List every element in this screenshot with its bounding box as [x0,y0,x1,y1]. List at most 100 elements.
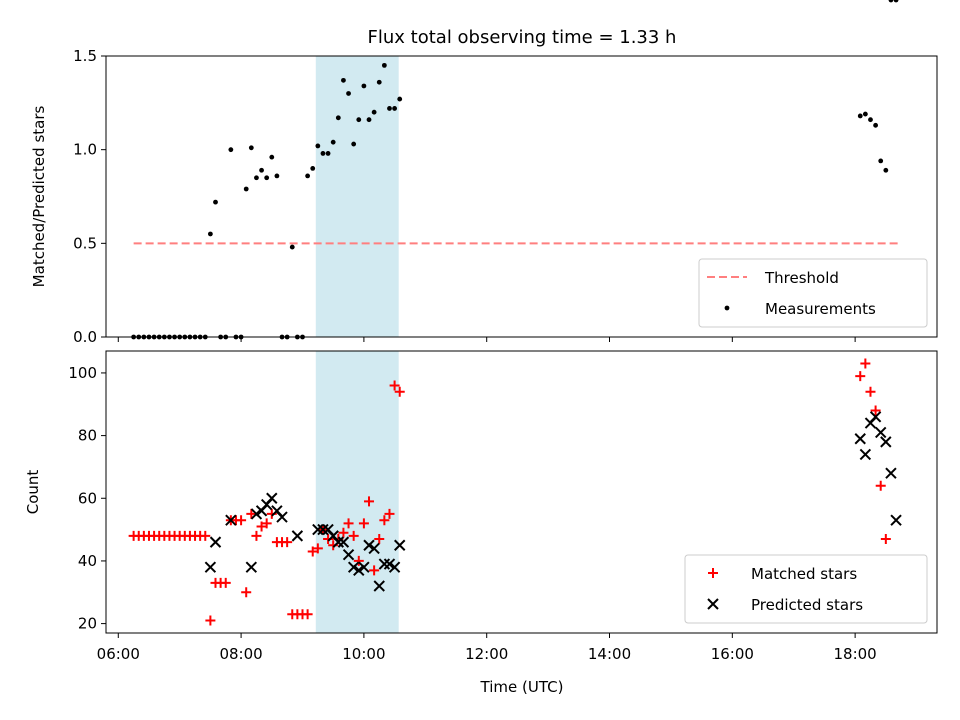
x-tick-label: 08:00 [219,645,262,663]
predicted-star-point [353,564,365,577]
chart-title: Flux total observing time = 1.33 h [368,27,677,48]
measurement-point [376,79,382,85]
legend-label: Threshold [764,269,839,287]
matched-star-point [860,358,871,369]
x-tick-label: 14:00 [588,645,631,663]
measurement-point [310,166,316,171]
x-tick-label: 12:00 [465,645,508,663]
predicted-star-point [859,448,872,461]
predicted-star-point [312,523,324,536]
observing-span [315,56,399,337]
matched-star-point [205,615,216,626]
x-tick-label: 10:00 [342,645,385,663]
legend-predicted-swatch [707,598,719,610]
legend-label: Predicted stars [751,596,863,614]
matched-star-point [384,508,395,519]
measurement-point [315,143,321,149]
y-tick-label: 60 [78,489,97,507]
measurement-point [248,145,254,151]
measurement-point [366,117,372,123]
measurement-point [289,244,295,250]
y-tick-label: 0.0 [73,328,97,346]
axes-frame [105,350,938,634]
matched-star-point [389,380,400,391]
measurement-point [888,0,894,3]
measurement-point [341,77,346,83]
x-tick-label: 06:00 [97,645,140,663]
measurement-point [893,0,899,3]
predicted-star-point [875,426,887,439]
predicted-star-point [388,561,401,573]
predicted-star-point [250,508,263,520]
matched-star-point [282,537,293,548]
legend-box [698,258,928,328]
predicted-star-point [245,561,258,573]
predicted-star-point [204,561,217,573]
matched-star-point [246,508,257,519]
predicted-star-point [885,467,897,479]
axes-frame [105,55,938,338]
predicted-star-point [347,561,360,573]
matched-star-point [343,518,354,529]
measurement-point [387,106,392,111]
measurement-point [228,147,234,153]
y-tick-label: 0.5 [73,234,97,252]
predicted-star-point [368,542,380,555]
matched-star-point [220,577,231,588]
predicted-star-point [291,530,304,542]
predicted-star-point [266,492,278,504]
y-tick-label: 80 [78,427,97,445]
matched-star-point [338,527,349,538]
measurement-point [351,141,357,147]
legend: Matched stars Predicted stars [684,554,928,624]
predicted-star-point [854,433,866,445]
measurement-point [254,175,259,181]
legend-matched-swatch [708,568,718,578]
observing-span [315,351,399,633]
predicted-star-point [383,558,396,570]
legend-label: Measurements [765,300,876,318]
matched-star-point [358,518,369,529]
bottom-panel: 20 40 60 80 100 Count Matched stars Predicted s… [24,350,938,638]
matched-star-point [374,534,385,544]
predicted-star-point [880,436,892,448]
predicted-star-point [332,536,345,548]
measurement-point [883,167,889,173]
measurement-point [269,154,275,160]
matched-star-point [312,543,323,554]
matched-star-point [251,530,262,541]
y-axis-label: Count [24,470,42,515]
top-panel: 0.0 0.5 1.0 1.5 Matched/Predicted stars Thres… [30,0,938,346]
measurement-point [213,199,218,205]
measurement-point [356,117,362,123]
predicted-star-point [394,539,406,551]
measurement-point [878,158,884,164]
measurement-point [259,167,264,173]
matched-star-point [855,371,866,382]
x-axis-label: Time (UTC) [480,678,564,696]
predicted-star-point [373,580,385,592]
predicted-star-point [358,561,370,573]
predicted-star-point [890,514,902,526]
measurement-point [868,117,873,123]
predicted-star-point [276,511,288,523]
matched-star-point [880,534,891,544]
matched-star-point [379,515,390,526]
y-tick-label: 100 [68,364,97,382]
matched-star-point [353,555,364,566]
predicted-star-point [337,536,350,548]
matched-star-point [307,546,318,557]
measurement-point [264,175,270,181]
measurement-point [381,62,387,68]
measurement-point [330,139,336,145]
measurement-point [325,151,331,156]
y-tick-label: 20 [78,615,97,633]
matched-star-point [236,515,247,526]
measurement-point [857,113,863,119]
matched-star-point [875,480,886,491]
x-tick-label: 18:00 [834,645,877,663]
predicted-star-point [342,548,355,561]
measurement-point [335,115,341,121]
y-tick-label: 1.0 [73,141,97,159]
